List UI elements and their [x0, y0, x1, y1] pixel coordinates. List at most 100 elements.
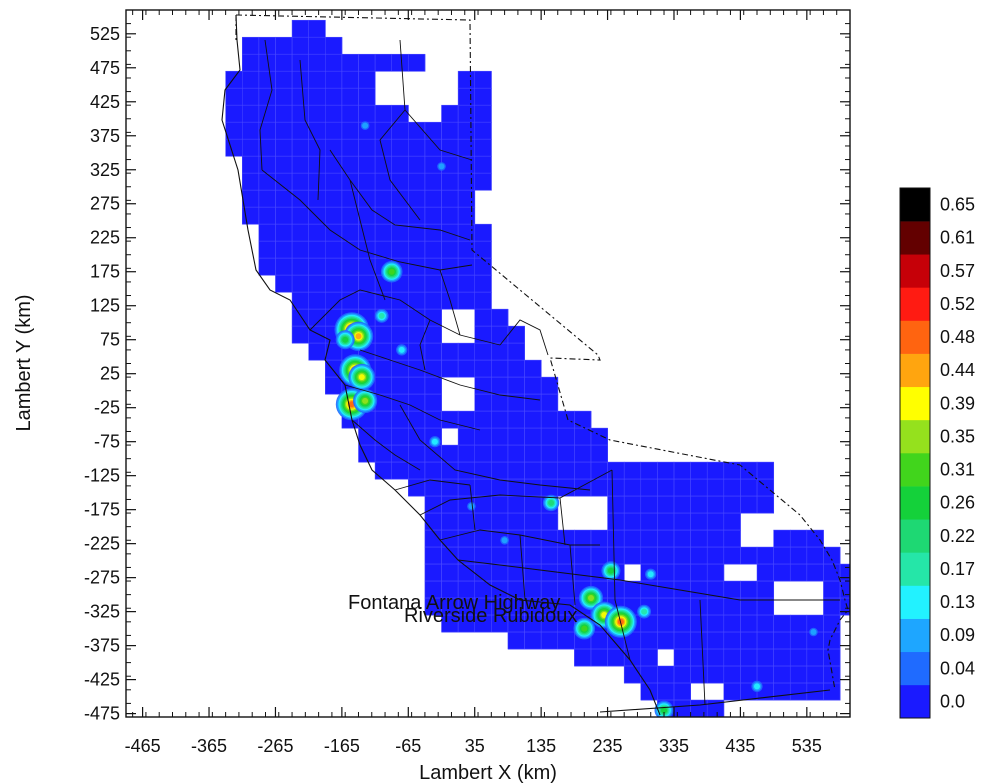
- heatmap-cell: [391, 377, 409, 395]
- heatmap-cell: [790, 666, 808, 684]
- heatmap-cell: [723, 462, 741, 480]
- heatmap-cell: [408, 173, 426, 191]
- heatmap-cell: [458, 615, 476, 633]
- heatmap-cell: [258, 190, 276, 208]
- heatmap-cell: [258, 173, 276, 191]
- heatmap-cell: [657, 496, 675, 514]
- heatmap-cell: [391, 428, 409, 446]
- heatmap-cell: [375, 360, 393, 378]
- heatmap-cell: [358, 241, 376, 259]
- heatmap-cell: [773, 632, 791, 650]
- colorbar-label: 0.44: [940, 360, 975, 380]
- heatmap-cell: [541, 411, 559, 429]
- heatmap-cell: [424, 479, 442, 497]
- heatmap-cell: [507, 462, 525, 480]
- heatmap-cell: [408, 258, 426, 276]
- heatmap-cell: [673, 649, 691, 667]
- heatmap-cell: [806, 666, 824, 684]
- colorbar-swatch: [900, 684, 930, 719]
- colorbar: 0.0 0.04 0.09 0.13 0.17 0.22 0.26 0.31 0.35 0.39 0…: [899, 187, 975, 719]
- heatmap-cell: [258, 37, 276, 55]
- county-lines: [259, 39, 840, 706]
- colorbar-swatch: [900, 552, 930, 586]
- heatmap-cell: [308, 309, 326, 327]
- heatmap-cell: [590, 632, 608, 650]
- heatmap-cell: [673, 700, 691, 717]
- y-tick-label: 175: [90, 262, 120, 282]
- colorbar-swatch: [900, 618, 930, 653]
- heatmap-cell: [424, 394, 442, 412]
- heatmap-cell: [358, 428, 376, 446]
- y-tick-label: 475: [90, 58, 120, 78]
- heatmap-cell: [424, 445, 442, 463]
- heatmap-cell: [275, 173, 293, 191]
- heatmap-cell: [790, 615, 808, 633]
- heatmap-cell: [258, 122, 276, 140]
- heatmap-cell: [823, 547, 841, 565]
- heatmap-cell: [541, 462, 559, 480]
- heatmap-cell: [458, 105, 476, 123]
- heatmap-cell: [840, 564, 850, 582]
- heatmap-cell: [624, 513, 642, 531]
- heatmap-cell: [341, 122, 359, 140]
- heatmap-cell: [325, 377, 343, 395]
- colorbar-label: 0.39: [940, 393, 975, 413]
- heatmap-cell-outline: [491, 308, 509, 327]
- heatmap-cell: [341, 275, 359, 293]
- heatmap-cell: [408, 309, 426, 327]
- heatmap-cell: [424, 190, 442, 208]
- colorbar-swatch: [900, 419, 930, 454]
- heatmap-cell: [458, 275, 476, 293]
- heatmap-cell: [740, 632, 758, 650]
- heatmap-cell: [474, 530, 492, 548]
- x-axis-title: Lambert X (km): [419, 762, 557, 784]
- heatmap-cell: [424, 224, 442, 242]
- heatmap-cell: [524, 513, 542, 531]
- colorbar-swatch: [900, 221, 930, 255]
- heatmap-cell: [806, 530, 824, 548]
- x-tick-label: 235: [593, 736, 623, 756]
- heatmap-cell: [690, 615, 708, 633]
- heatmap-cell-outline: [756, 461, 774, 480]
- heatmap-cell: [391, 394, 409, 412]
- hotspot-mark: [548, 499, 555, 506]
- heatmap-cell: [491, 598, 509, 616]
- heatmap-cell: [590, 445, 608, 463]
- hotspot-mark: [362, 122, 369, 129]
- heatmap-cell: [806, 615, 824, 633]
- heatmap-cell: [673, 598, 691, 616]
- heatmap-cell: [424, 326, 442, 344]
- colorbar-swatch: [900, 353, 930, 388]
- heatmap-cell: [491, 326, 509, 344]
- heatmap-cell: [458, 411, 476, 429]
- heatmap-cell: [275, 156, 293, 174]
- heatmap-cell: [391, 190, 409, 208]
- heatmap-cell: [723, 666, 741, 684]
- heatmap-cell: [358, 88, 376, 106]
- heatmap-cell: [391, 105, 409, 123]
- heatmap-cell: [823, 581, 841, 599]
- y-tick-label: -25: [94, 398, 120, 418]
- heatmap-cell: [507, 445, 525, 463]
- heatmap-cell: [408, 54, 426, 72]
- hotspot-mark: [588, 595, 594, 601]
- y-tick-label: -425: [84, 670, 120, 690]
- heatmap-cell: [507, 564, 525, 582]
- heatmap-cell: [325, 360, 343, 378]
- x-tick-label: 135: [526, 736, 556, 756]
- colorbar-swatch: [900, 287, 930, 321]
- heatmap-cell: [474, 581, 492, 599]
- heatmap-cell: [375, 173, 393, 191]
- heatmap-cell: [341, 105, 359, 123]
- heatmap-cell: [673, 479, 691, 497]
- heatmap-cell-outline: [706, 699, 725, 717]
- heatmap-cell: [308, 54, 326, 72]
- colorbar-swatch: [900, 254, 930, 288]
- heatmap-cell: [673, 496, 691, 514]
- heatmap-cell: [673, 564, 691, 582]
- heatmap-cell: [524, 547, 542, 565]
- heatmap-cell: [624, 547, 642, 565]
- hotspot-mark: [501, 537, 508, 544]
- heatmap-cell: [458, 513, 476, 531]
